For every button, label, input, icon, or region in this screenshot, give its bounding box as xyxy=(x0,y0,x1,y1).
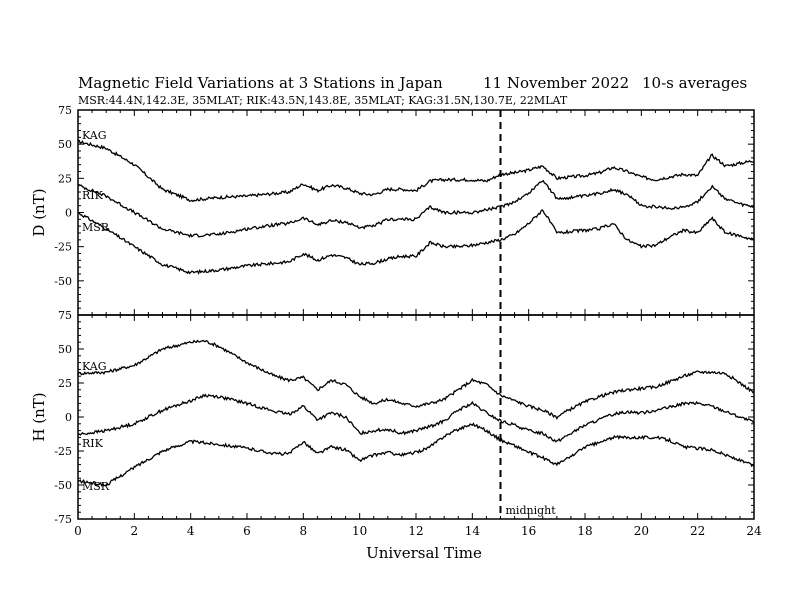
x-tick-label: 24 xyxy=(746,524,762,538)
x-tick-label: 2 xyxy=(131,524,139,538)
x-tick-label: 16 xyxy=(521,524,536,538)
x-tick-label: 0 xyxy=(74,524,82,538)
series-label-msr: MSR xyxy=(82,480,110,493)
series-label-kag: KAG xyxy=(82,129,107,142)
y-tick-label: 0 xyxy=(65,411,72,424)
y-axis-label: D (nT) xyxy=(30,188,48,236)
y-tick-label: -50 xyxy=(54,479,72,492)
x-tick-label: 20 xyxy=(634,524,649,538)
y-tick-label: 50 xyxy=(58,343,72,356)
series-label-rik: RIK xyxy=(82,189,104,202)
series-line-msr xyxy=(77,422,755,488)
y-tick-label: 25 xyxy=(58,377,72,390)
x-tick-label: 4 xyxy=(187,524,195,538)
series-line-rik xyxy=(77,393,755,443)
y-tick-label: 25 xyxy=(58,172,72,185)
station-info: MSR:44.4N,142.3E, 35MLAT; RIK:43.5N,143.… xyxy=(78,94,568,107)
chart-title: Magnetic Field Variations at 3 Stations … xyxy=(78,74,443,92)
series-label-kag: KAG xyxy=(82,360,107,373)
y-tick-label: -50 xyxy=(54,275,72,288)
x-tick-label: 14 xyxy=(465,524,481,538)
x-tick-label: 22 xyxy=(690,524,705,538)
series-line-msr xyxy=(77,208,755,275)
x-tick-label: 12 xyxy=(408,524,423,538)
x-tick-label: 6 xyxy=(243,524,251,538)
x-tick-label: 10 xyxy=(352,524,367,538)
series-label-msr: MSR xyxy=(82,221,110,234)
series-line-kag xyxy=(77,339,755,420)
x-tick-label: 8 xyxy=(300,524,308,538)
y-tick-label: 75 xyxy=(58,104,72,117)
averaging-label: 10-s averages xyxy=(642,74,747,92)
y-tick-label: 0 xyxy=(65,207,72,220)
series-line-rik xyxy=(77,179,755,238)
y-tick-label: -75 xyxy=(54,513,72,526)
x-tick-label: 18 xyxy=(577,524,592,538)
series-line-kag xyxy=(77,139,755,203)
midnight-label: midnight xyxy=(506,504,557,517)
x-axis-label: Universal Time xyxy=(366,544,482,562)
series-label-rik: RIK xyxy=(82,437,104,450)
y-axis-label: H (nT) xyxy=(30,392,48,441)
y-tick-label: 75 xyxy=(58,309,72,322)
y-tick-label: -25 xyxy=(54,241,72,254)
panel-d: -50 -25 0 25 50 75 D (nT) KAG RIK MSR xyxy=(30,104,755,316)
date-label: 11 November 2022 xyxy=(483,74,629,92)
y-tick-label: -25 xyxy=(54,445,72,458)
y-tick-label: 50 xyxy=(58,138,72,151)
panel-d-frame xyxy=(77,109,755,316)
